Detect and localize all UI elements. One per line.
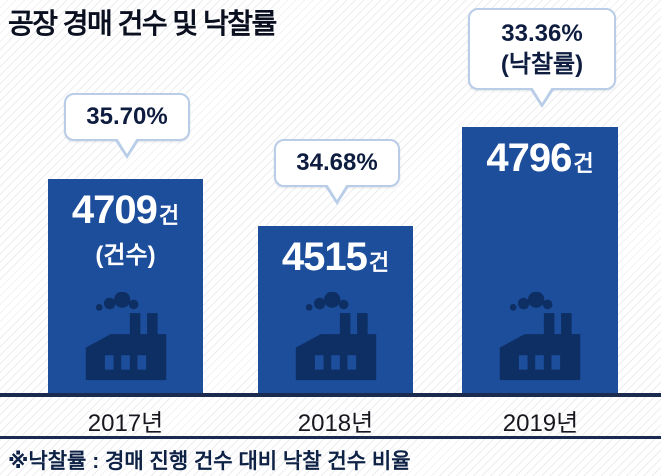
rate-bubble-2019: 33.36% (낙찰률)	[468, 8, 616, 90]
count-2017: 4709건	[72, 189, 179, 231]
x-label-2019: 2019년	[502, 410, 579, 437]
count-unit: 건	[573, 151, 594, 176]
count-unit: 건	[158, 203, 180, 228]
count-number: 4796	[486, 136, 572, 180]
count-number: 4709	[71, 188, 158, 232]
factory-icon	[85, 292, 166, 381]
bar-2017: 4709건 (건수)	[48, 179, 203, 394]
x-label-2018: 2018년	[297, 410, 374, 437]
footnote-divider	[0, 436, 661, 439]
chart-title: 공장 경매 건수 및 낙찰률	[8, 8, 277, 39]
factory-icon	[499, 292, 581, 381]
bar-2018: 4515건	[258, 226, 413, 394]
count-unit: 건	[368, 250, 390, 275]
rate-value-2017: 35.70%	[86, 103, 168, 131]
footnote: ※낙찰률 : 경매 진행 건수 대비 낙찰 건수 비율	[8, 450, 411, 473]
count-number: 4515	[281, 235, 368, 279]
count-2019: 4796건	[486, 137, 593, 179]
bar-2019: 4796건	[462, 127, 618, 394]
count-sublabel-2017: (건수)	[95, 242, 156, 269]
x-axis-line	[0, 393, 661, 397]
rate-bubble-2018: 34.68%	[274, 139, 400, 187]
rate-label-2019: (낙찰률)	[500, 51, 584, 78]
rate-value-2018: 34.68%	[296, 149, 378, 177]
x-label-2017: 2017년	[87, 410, 164, 437]
factory-icon	[295, 292, 376, 381]
count-2018: 4515건	[282, 236, 389, 278]
rate-value-2019: 33.36%	[501, 19, 583, 47]
rate-bubble-2017: 35.70%	[64, 93, 190, 141]
